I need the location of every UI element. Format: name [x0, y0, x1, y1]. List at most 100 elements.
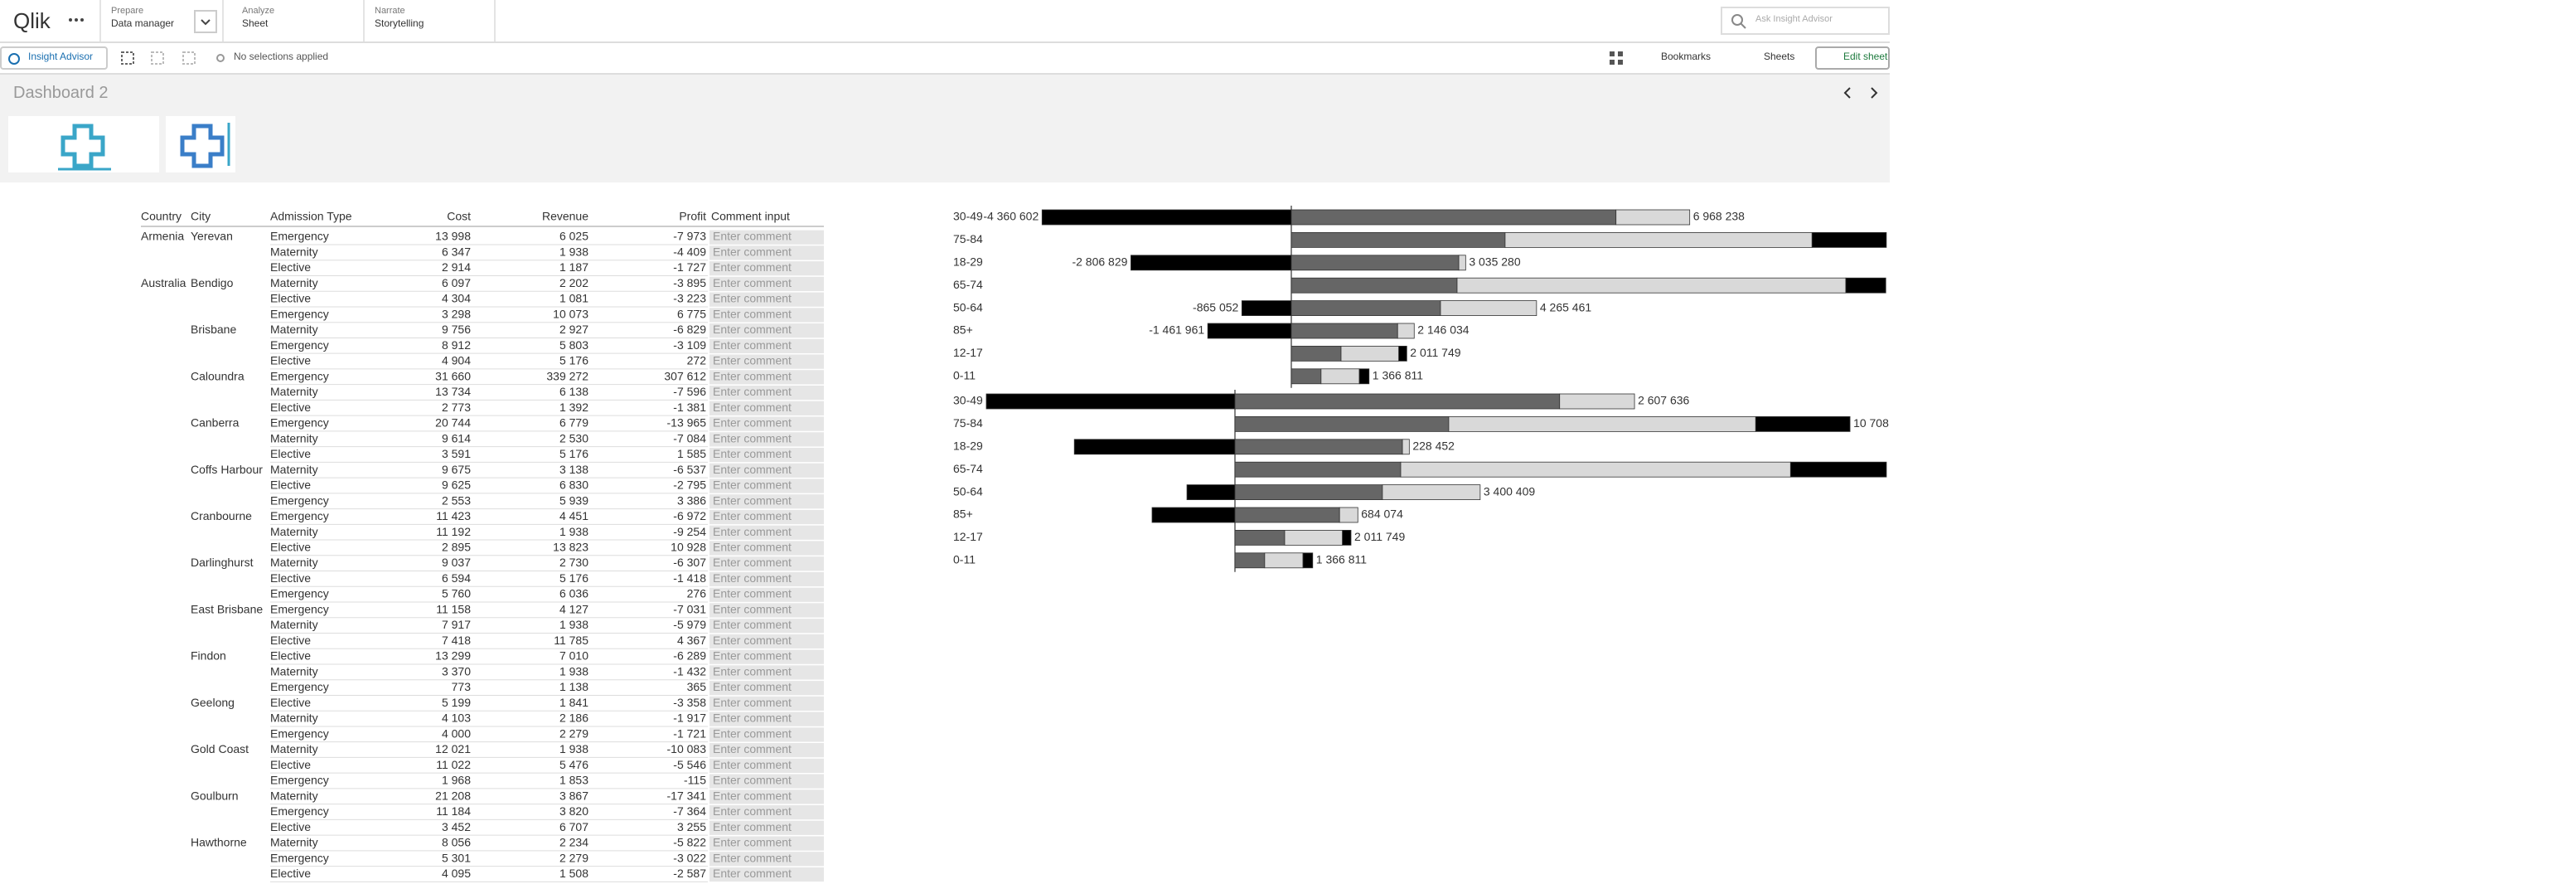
comment-cell[interactable]	[709, 836, 824, 851]
dropdown-button[interactable]	[194, 10, 217, 33]
table-cell: -2 587	[673, 867, 706, 880]
sheet-nav[interactable]	[1837, 85, 1886, 101]
comment-cell[interactable]	[709, 416, 824, 431]
comment-cell[interactable]	[709, 696, 824, 711]
table-cell: -3 895	[673, 276, 706, 289]
comment-cell[interactable]	[709, 525, 824, 540]
insight-button[interactable]: Insight Advisor	[0, 46, 108, 70]
category-label: 18-29	[953, 440, 983, 453]
comment-cell[interactable]	[709, 804, 824, 820]
comment-cell[interactable]	[709, 401, 824, 415]
comment-cell[interactable]	[709, 386, 824, 401]
comment-cell[interactable]	[709, 852, 824, 867]
comment-cell[interactable]	[709, 634, 824, 649]
comment-cell[interactable]	[709, 509, 824, 525]
sheets-label: Sheets	[1764, 53, 1795, 63]
table-cell: Maternity	[270, 789, 318, 802]
table-cell: 9 037	[442, 556, 471, 569]
comment-cell[interactable]	[709, 292, 824, 307]
comment-placeholder: Enter comment	[713, 836, 792, 849]
table-cell: 3 591	[442, 447, 471, 460]
comment-placeholder: Enter comment	[713, 323, 792, 336]
comment-cell[interactable]	[709, 556, 824, 571]
comment-placeholder: Enter comment	[713, 369, 792, 382]
tab-analyze[interactable]: Analyze Sheet	[232, 0, 365, 41]
table-cell: 11 192	[436, 525, 471, 538]
bar-segment	[1207, 323, 1292, 339]
table-cell: 6 036	[559, 587, 588, 600]
comment-cell[interactable]	[709, 681, 824, 696]
comment-cell[interactable]	[709, 494, 824, 509]
table-cell: -6 972	[673, 509, 706, 522]
tab-narrate[interactable]: Narrate Storytelling	[365, 0, 496, 41]
table-cell: 8 912	[442, 338, 471, 352]
comment-cell[interactable]	[709, 758, 824, 773]
sheets-button[interactable]: Sheets	[1737, 46, 1812, 70]
table-cell: -9 254	[673, 525, 706, 538]
bar-segment	[1241, 300, 1292, 317]
comment-placeholder: Enter comment	[713, 774, 792, 787]
total-label: 2 011 749	[1354, 530, 1405, 543]
logo[interactable]: Qlik	[13, 8, 51, 33]
grid-icon[interactable]	[1608, 50, 1625, 66]
negative-label: -4 360 602	[983, 210, 1039, 223]
table-cell: Elective	[270, 649, 311, 663]
tab-prepare[interactable]: Prepare Data manager	[99, 0, 224, 41]
search-box[interactable]: Ask Insight Advisor	[1721, 7, 1890, 35]
comment-cell[interactable]	[709, 649, 824, 664]
comment-cell[interactable]	[709, 478, 824, 493]
table-cell: Emergency	[270, 416, 329, 430]
comment-cell[interactable]	[709, 619, 824, 634]
comment-cell[interactable]	[709, 261, 824, 276]
comment-cell[interactable]	[709, 276, 824, 292]
comment-cell[interactable]	[709, 354, 824, 369]
comment-cell[interactable]	[709, 230, 824, 245]
total-label: 3 035 280	[1469, 255, 1520, 269]
comment-cell[interactable]	[709, 603, 824, 618]
selection-tools[interactable]	[119, 48, 202, 68]
comment-cell[interactable]	[709, 370, 824, 385]
comment-cell[interactable]	[709, 665, 824, 680]
comment-cell[interactable]	[709, 432, 824, 447]
comment-cell[interactable]	[709, 541, 824, 556]
comment-cell[interactable]	[709, 774, 824, 789]
table-cell: 4 127	[559, 602, 588, 615]
comment-cell[interactable]	[709, 712, 824, 726]
comment-cell[interactable]	[709, 323, 824, 338]
insight-icon	[8, 53, 20, 65]
table-cell: 1 187	[559, 260, 588, 274]
comment-placeholder: Enter comment	[713, 758, 792, 771]
comment-cell[interactable]	[709, 463, 824, 478]
total-label: 6 968 238	[1693, 210, 1745, 223]
comment-cell[interactable]	[709, 743, 824, 758]
column-header: City	[191, 210, 211, 223]
comment-cell[interactable]	[709, 245, 824, 260]
table-cell: Maternity	[270, 385, 318, 398]
image-tiles[interactable]	[8, 116, 240, 176]
bookmarks-button[interactable]: Bookmarks	[1634, 46, 1731, 70]
comment-cell[interactable]	[709, 587, 824, 602]
table-cell: 4 304	[442, 292, 471, 305]
menu-icon[interactable]	[68, 17, 85, 23]
comment-cell[interactable]	[709, 571, 824, 587]
category-label: 65-74	[953, 462, 983, 475]
bar-segment	[1302, 552, 1314, 569]
table-cell: 6 594	[442, 571, 471, 585]
table-cell: Findon	[191, 649, 226, 663]
table-cell: 31 660	[435, 369, 471, 382]
total-label: 228 452	[1412, 440, 1455, 453]
table-cell: 1 938	[559, 618, 588, 631]
comment-cell[interactable]	[709, 789, 824, 804]
comment-cell[interactable]	[709, 867, 824, 882]
bar-segment	[1440, 300, 1537, 317]
edit-button[interactable]: Edit sheet	[1815, 46, 1890, 70]
bar-segment	[1264, 552, 1304, 569]
comment-cell[interactable]	[709, 338, 824, 353]
comment-cell[interactable]	[709, 820, 824, 835]
comment-cell[interactable]	[709, 727, 824, 742]
table-cell: 6 707	[559, 820, 588, 833]
comment-cell[interactable]	[709, 447, 824, 463]
comment-cell[interactable]	[709, 308, 824, 323]
table-cell: 10 073	[553, 307, 588, 320]
